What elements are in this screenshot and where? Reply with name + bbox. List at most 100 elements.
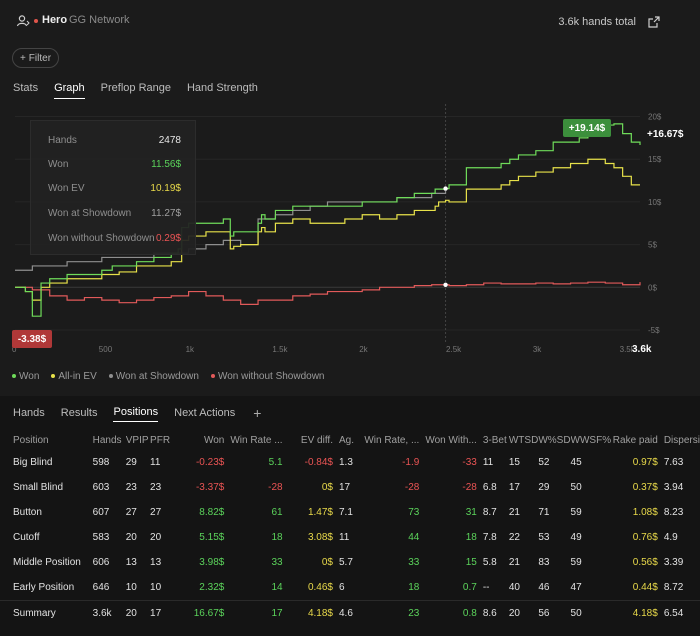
legend-item-won[interactable]: Won — [12, 371, 39, 382]
legend-item-all-in-ev[interactable]: All-in EV — [51, 371, 97, 382]
table-cell: 47 — [570, 581, 582, 593]
table-row[interactable]: Middle Position 606 13 13 3.98$ 33 0$ 5.7 33 15 5.… — [0, 550, 700, 575]
tab-graph[interactable]: Graph — [54, 82, 85, 99]
table-cell: 607 — [92, 507, 110, 518]
y-tick-label: 5$ — [648, 241, 657, 250]
filter-button[interactable]: + Filter — [12, 48, 59, 68]
column-header[interactable]: W%SD — [538, 434, 571, 446]
table-cell: Button — [13, 507, 42, 518]
column-header[interactable]: VPIP — [125, 434, 149, 446]
x-tick-label: 3k — [533, 345, 542, 354]
column-header[interactable]: WTSD — [508, 434, 539, 446]
tooltip-row-hands: Hands 2478 — [48, 135, 181, 149]
table-cell: 20 — [508, 599, 539, 626]
column-header[interactable]: Ag. — [338, 434, 354, 446]
table-cell: 0.97$ — [632, 457, 658, 468]
data-point-marker — [443, 186, 448, 191]
column-header[interactable]: Rake paid — [612, 434, 658, 446]
table-cell: 18 — [408, 581, 420, 593]
column-header[interactable]: Win Rate, ... — [364, 434, 420, 446]
table-cell: 15 — [508, 457, 520, 468]
table-cell: 0.56$ — [632, 557, 658, 568]
table-cell: 61 — [271, 507, 283, 518]
table-cell: 8.72 — [663, 581, 684, 593]
tooltip-row-won-no-showdown: Won without Showdown 0.29$ — [48, 233, 181, 247]
player-name[interactable]: Hero — [42, 14, 68, 26]
column-header[interactable]: Won With... — [425, 434, 477, 446]
column-header[interactable]: Win Rate ... — [230, 434, 283, 446]
table-cell: 53 — [538, 532, 550, 543]
column-header[interactable]: WWSF% — [570, 434, 612, 446]
column-header[interactable]: Won — [203, 434, 225, 446]
add-tab-icon[interactable]: + — [253, 405, 262, 421]
y-tick-label: 15$ — [648, 155, 662, 164]
table-cell: 1.08$ — [632, 507, 658, 518]
table-cell: 10 — [125, 581, 137, 593]
table-header-row: Position Hands VPIP PFR Won Win Rate ... EV di… — [0, 430, 700, 450]
table-cell: -28 — [462, 482, 477, 493]
tab-hand-strength[interactable]: Hand Strength — [186, 82, 258, 94]
table-cell: 23 — [364, 599, 426, 626]
column-header[interactable]: Dispersi — [663, 434, 700, 446]
legend-item-won-no-showdown[interactable]: Won without Showdown — [210, 371, 325, 382]
tooltip-value: 10.19$ — [150, 183, 181, 194]
table-row[interactable]: Big Blind 598 29 11 -0.23$ 5.1 -0.84$ 1.3 -1.9 -3… — [0, 450, 700, 475]
results-graph[interactable]: 20$ 15$ 10$ 5$ 0$ -5$ 0 500 1k 1.5k 2k 2.5k 3k 3.5k3.… — [0, 104, 700, 362]
table-cell: 21 — [508, 507, 520, 518]
column-header[interactable]: EV diff. — [300, 434, 333, 446]
series-line-all-in-ev — [15, 158, 640, 301]
table-row[interactable]: Early Position 646 10 10 2.32$ 14 0.46$ 6 18 0.7-… — [0, 575, 700, 600]
table-cell: -- — [482, 581, 490, 593]
table-cell: 17 — [508, 482, 520, 493]
table-cell: 583 — [92, 532, 110, 543]
table-cell: Summary — [0, 599, 93, 626]
table-cell: 18 — [271, 532, 283, 543]
table-cell: 16.67$ — [181, 599, 231, 626]
x-tick-label: 2k — [359, 345, 368, 354]
column-header[interactable]: Position — [13, 434, 49, 446]
table-cell: 17 — [338, 482, 351, 493]
tab-hands[interactable]: Hands — [13, 406, 45, 419]
export-icon[interactable] — [648, 16, 660, 28]
table-cell: 22 — [508, 532, 520, 543]
min-value-badge: -3.38$ — [12, 330, 52, 348]
table-row[interactable]: Cutoff 583 20 20 5.15$ 18 3.08$ 11 44 18 7.8 22 53 49… — [0, 525, 700, 550]
data-point-marker — [443, 282, 448, 288]
table-cell: Big Blind — [13, 457, 53, 468]
table-cell: 3.98$ — [199, 557, 225, 568]
table-cell: Cutoff — [13, 532, 40, 543]
table-cell: 59 — [570, 507, 582, 518]
network-name: GG Network — [69, 14, 130, 26]
table-cell: -3.37$ — [195, 482, 225, 493]
tooltip-value: 0.29$ — [155, 233, 181, 244]
table-cell: 50 — [570, 599, 613, 626]
table-cell: 17 — [230, 599, 289, 626]
tab-stats[interactable]: Stats — [13, 82, 39, 94]
table-cell: 13 — [150, 557, 162, 568]
legend-item-won-showdown[interactable]: Won at Showdown — [108, 371, 199, 382]
x-tick-label: 1k — [186, 345, 195, 354]
y-tick-label: 0$ — [648, 283, 657, 292]
tooltip-value: 11.56$ — [151, 159, 181, 170]
column-header[interactable]: 3-Bet — [482, 434, 507, 446]
column-header[interactable]: Hands — [92, 434, 122, 446]
summary-row[interactable]: Summary 3.6k 20 17 16.67$ 17 4.18$ 4.6 23 0.8 8.6 2… — [0, 599, 700, 626]
table-row[interactable]: Small Blind 603 23 23 -3.37$ -28 0$ 17 -28 -28 6.8… — [0, 475, 700, 500]
hands-total: 3.6k hands total — [558, 16, 636, 28]
table-cell: 7.8 — [482, 532, 497, 543]
status-dot — [34, 19, 38, 23]
tab-positions[interactable]: Positions — [113, 406, 159, 422]
table-cell: 27 — [125, 507, 137, 518]
tab-next-actions[interactable]: Next Actions — [174, 406, 236, 419]
column-header[interactable]: PFR — [150, 434, 171, 446]
table-cell: 1.47$ — [307, 507, 333, 518]
table-row[interactable]: Button 607 27 27 8.82$ 61 1.47$ 7.1 73 31 8.7 21 71 5… — [0, 500, 700, 525]
table-cell: 0.76$ — [632, 532, 658, 543]
table-cell: 4.6 — [338, 599, 365, 626]
table-cell: 5.8 — [482, 557, 497, 568]
table-cell: 11 — [482, 457, 494, 468]
tab-preflop-range[interactable]: Preflop Range — [100, 82, 171, 94]
table-cell: -1.9 — [402, 457, 420, 468]
top-bar: Hero GG Network 3.6k hands total — [0, 0, 700, 44]
tab-results[interactable]: Results — [60, 406, 98, 419]
